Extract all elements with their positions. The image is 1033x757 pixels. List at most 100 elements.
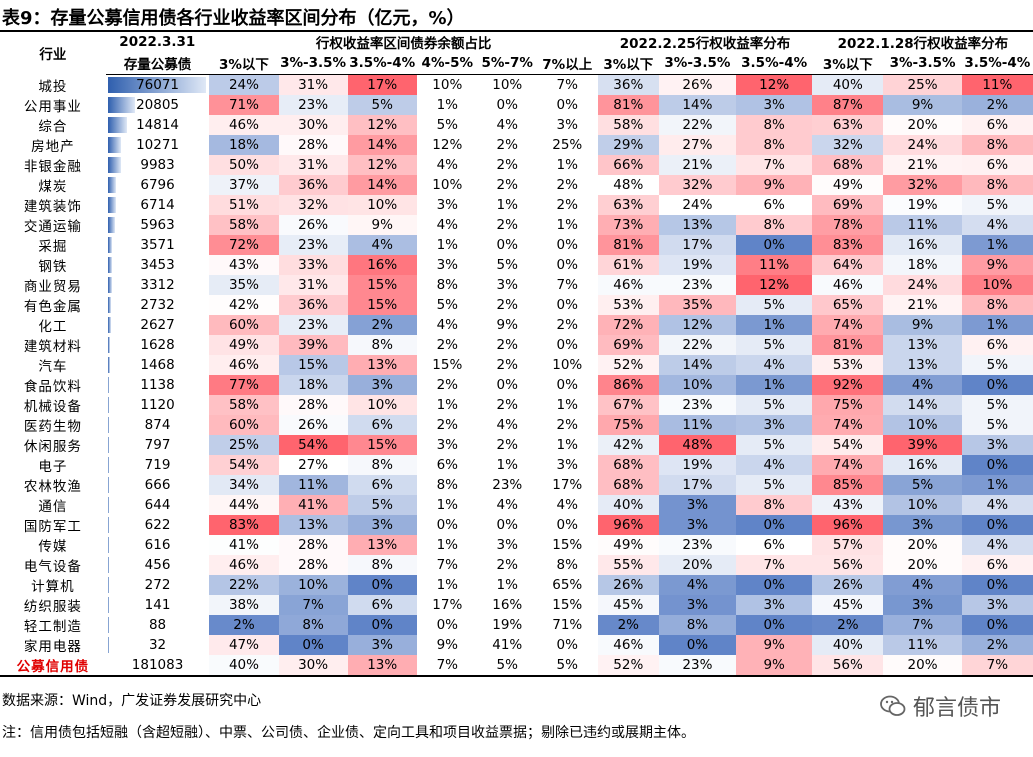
table-row: 传媒 616 41% 28% 13% 1% 3% 15% 49% 23% 6% 57% 20% 4% xyxy=(0,535,1033,555)
pct-cell: 3% xyxy=(883,595,962,615)
pct-cell: 1% xyxy=(736,375,813,395)
pct-cell: 10% xyxy=(883,415,962,435)
amount-bar xyxy=(107,217,116,233)
table-row: 通信 644 44% 41% 5% 1% 4% 4% 40% 3% 8% 43% 10% 4% xyxy=(0,495,1033,515)
pct-cell: 46% xyxy=(209,355,279,375)
pct-cell: 77% xyxy=(209,375,279,395)
pct-cell: 28% xyxy=(278,555,348,575)
pct-cell: 75% xyxy=(597,415,659,435)
pct-cell: 15% xyxy=(432,357,463,373)
brand-logo: 郁言债市 xyxy=(879,690,1001,722)
amount-value: 6714 xyxy=(140,197,175,213)
amount-value: 141 xyxy=(144,597,171,613)
pct-cell: 49% xyxy=(812,175,884,195)
col-header: 3%以下 xyxy=(597,52,659,75)
pct-cell: 8% xyxy=(436,477,458,493)
pct-cell: 14% xyxy=(347,135,417,155)
pct-cell: 58% xyxy=(209,395,279,415)
pct-cell: 7% xyxy=(556,277,578,293)
amount-cell: 181083 xyxy=(105,655,210,677)
industry-cell: 非银金融 xyxy=(23,159,82,175)
pct-cell: 54% xyxy=(812,435,884,455)
pct-cell: 0% xyxy=(736,235,813,255)
pct-cell: 60% xyxy=(209,315,279,335)
pct-cell: 3% xyxy=(436,197,458,213)
pct-cell: 1% xyxy=(436,237,458,253)
amount-value: 5963 xyxy=(140,217,175,233)
pct-cell: 16% xyxy=(883,235,962,255)
pct-cell: 2% xyxy=(496,217,518,233)
amount-cell: 1138 xyxy=(106,375,210,395)
pct-cell: 16% xyxy=(883,455,962,475)
amount-cell: 20805 xyxy=(106,95,210,115)
amount-cell: 2732 xyxy=(106,295,210,315)
amount-value: 616 xyxy=(144,537,171,553)
pct-cell: 3% xyxy=(347,515,417,535)
pct-cell: 31% xyxy=(278,155,348,175)
pct-cell: 18% xyxy=(278,375,348,395)
col-header: 4%-5% xyxy=(416,52,478,75)
pct-cell: 10% xyxy=(552,357,583,373)
pct-cell: 0% xyxy=(556,237,578,253)
pct-cell: 3% xyxy=(736,595,813,615)
pct-cell: 63% xyxy=(597,195,659,215)
amount-value: 14814 xyxy=(136,117,180,133)
pct-cell: 20% xyxy=(883,655,962,677)
amount-value: 719 xyxy=(144,457,171,473)
pct-cell: 8% xyxy=(556,557,578,573)
pct-cell: 8% xyxy=(736,135,813,155)
pct-cell: 83% xyxy=(209,515,279,535)
pct-cell: 5% xyxy=(496,257,518,273)
pct-cell: 35% xyxy=(658,295,737,315)
pct-cell: 2% xyxy=(496,557,518,573)
col-header: 3.5%-4% xyxy=(961,52,1033,75)
col-header: 3%-3.5% xyxy=(883,52,962,75)
pct-cell: 13% xyxy=(883,355,962,375)
table-row: 电气设备 456 46% 28% 8% 7% 2% 8% 55% 20% 7% 56% 20% 6% xyxy=(0,555,1033,575)
pct-cell: 5% xyxy=(736,395,813,415)
pct-cell: 0% xyxy=(436,517,458,533)
amount-bar xyxy=(107,317,112,333)
pct-cell: 0% xyxy=(436,617,458,633)
pct-cell: 3% xyxy=(436,257,458,273)
pct-cell: 3% xyxy=(496,537,518,553)
pct-cell: 9% xyxy=(736,655,813,677)
yield-distribution-table: 行业 2022.3.31 行权收益率区间债券余额占比 2022.2.25行权收益… xyxy=(0,30,1033,677)
amount-cell: 3571 xyxy=(106,235,210,255)
pct-cell: 17% xyxy=(658,475,737,495)
amount-value: 9983 xyxy=(140,157,175,173)
pct-cell: 10% xyxy=(278,575,348,595)
pct-cell: 2% xyxy=(496,337,518,353)
pct-cell: 20% xyxy=(883,535,962,555)
pct-cell: 19% xyxy=(883,195,962,215)
pct-cell: 8% xyxy=(961,295,1033,315)
pct-cell: 8% xyxy=(436,277,458,293)
pct-cell: 4% xyxy=(436,157,458,173)
pct-cell: 2% xyxy=(556,197,578,213)
pct-cell: 6% xyxy=(736,535,813,555)
amount-value: 2627 xyxy=(140,317,175,333)
pct-cell: 45% xyxy=(597,595,659,615)
pct-cell: 30% xyxy=(278,115,348,135)
amount-cell: 32 xyxy=(106,635,210,655)
pct-cell: 58% xyxy=(597,115,659,135)
amount-bar xyxy=(107,117,127,133)
pct-cell: 7% xyxy=(436,557,458,573)
col-header-industry: 行业 xyxy=(0,30,106,75)
pct-cell: 8% xyxy=(736,215,813,235)
pct-cell: 74% xyxy=(812,315,884,335)
pct-cell: 53% xyxy=(597,295,659,315)
pct-cell: 68% xyxy=(597,475,659,495)
table-row: 家用电器 32 47% 0% 3% 9% 41% 0% 46% 0% 9% 40% 11% 2% xyxy=(0,635,1033,655)
pct-cell: 3% xyxy=(961,595,1033,615)
pct-cell: 3% xyxy=(347,635,417,655)
group-header-current: 行权收益率区间债券余额占比 xyxy=(208,30,598,52)
pct-cell: 85% xyxy=(812,475,884,495)
pct-cell: 74% xyxy=(812,455,884,475)
pct-cell: 20% xyxy=(658,555,737,575)
pct-cell: 92% xyxy=(812,375,884,395)
pct-cell: 1% xyxy=(496,197,518,213)
pct-cell: 5% xyxy=(736,435,813,455)
pct-cell: 4% xyxy=(496,497,518,513)
pct-cell: 87% xyxy=(812,95,884,115)
